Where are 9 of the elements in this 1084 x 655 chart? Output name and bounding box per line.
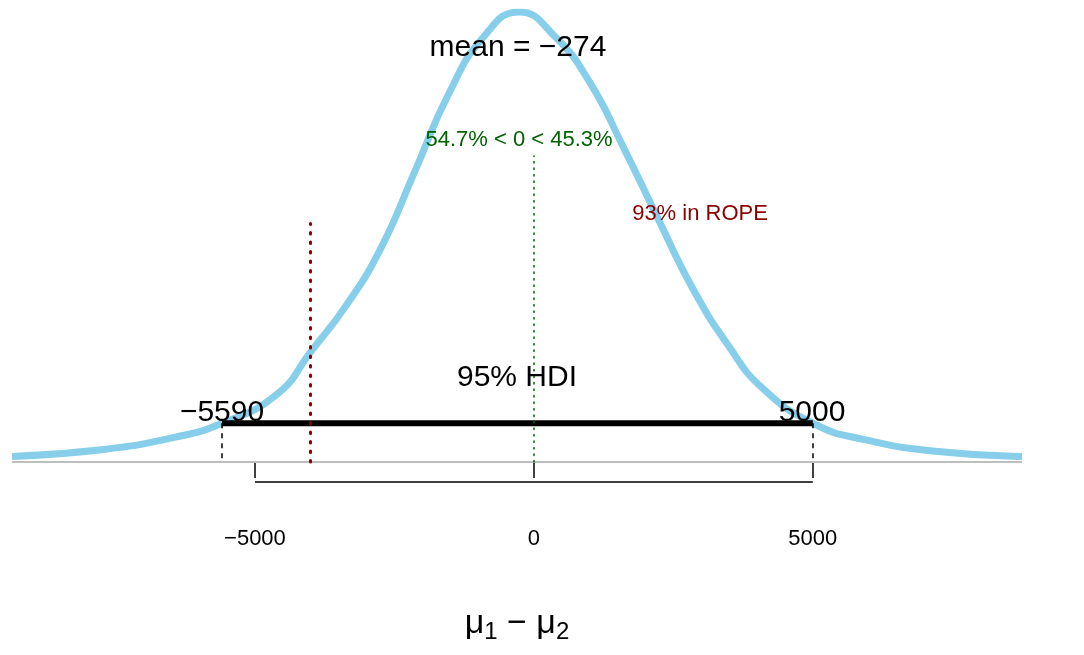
x-tick-label: 0 (527, 524, 540, 550)
x-tick-label: −5000 (224, 524, 286, 550)
annotation: 5000 (778, 393, 846, 427)
annotation: 95% HDI (456, 358, 578, 392)
annotation: mean = −274 (429, 28, 607, 62)
annotation: −5590 (179, 393, 265, 427)
annotation: 93% in ROPE (632, 199, 768, 225)
x-tick-label: 5000 (788, 524, 838, 550)
annotation: 54.7% < 0 < 45.3% (425, 125, 613, 151)
